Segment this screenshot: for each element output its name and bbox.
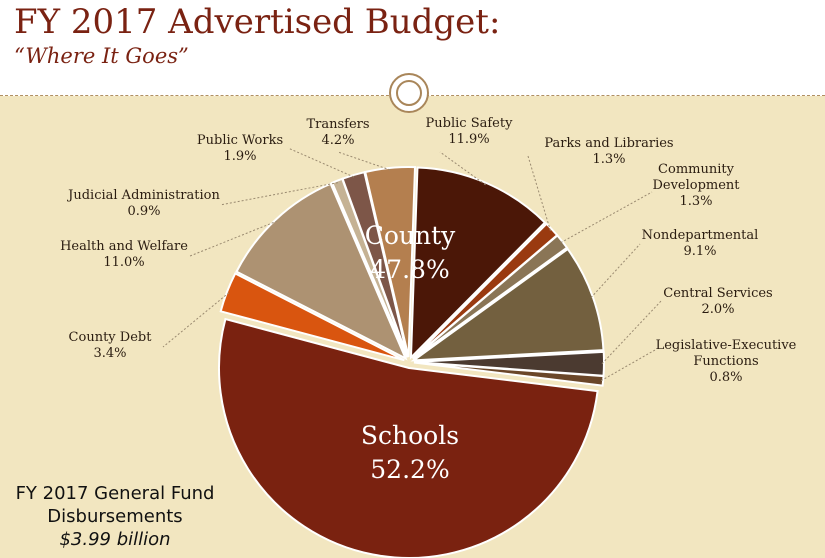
slice-label-legislative-executive-functions-0: Legislative-Executive xyxy=(656,338,797,353)
pie-slice-county-debt xyxy=(219,272,405,362)
leader-line-parks-and-libraries xyxy=(527,155,551,231)
slice-label-public-safety-0: Public Safety xyxy=(426,116,514,131)
slice-label-public-safety-1: 11.9% xyxy=(448,132,489,147)
fund-amount: $3.99 billion xyxy=(59,529,171,550)
pie-slice-health-and-welfare xyxy=(235,182,408,361)
leader-line-legislative-executive-functions xyxy=(600,349,656,382)
label-leader-lines xyxy=(162,147,663,382)
slice-label-central-services-0: Central Services xyxy=(663,286,772,301)
group-labels: Schools 52.2% County 47.8% xyxy=(361,221,459,484)
slice-label-legislative-executive-functions-2: 0.8% xyxy=(709,370,742,385)
slice-label-central-services-1: 2.0% xyxy=(701,302,734,317)
slice-label-county-debt-1: 3.4% xyxy=(93,346,126,361)
leader-line-public-safety xyxy=(439,151,486,186)
slice-label-health-and-welfare-0: Health and Welfare xyxy=(60,239,188,254)
circle-ornament-icon xyxy=(389,73,429,113)
pie-slice-public-safety xyxy=(409,166,547,360)
slice-label-parks-and-libraries-0: Parks and Libraries xyxy=(544,136,673,151)
slice-label-judicial-administration-1: 0.9% xyxy=(127,204,160,219)
slice-label-transfers-1: 4.2% xyxy=(321,133,354,148)
slice-label-county-debt-0: County Debt xyxy=(69,330,153,345)
slice-label-health-and-welfare-1: 11.0% xyxy=(103,255,144,270)
slice-label-community-development-0: Community xyxy=(658,162,735,177)
pie-slice-nondepartmental xyxy=(410,247,605,362)
group-label-county: County xyxy=(365,221,456,250)
slice-label-legislative-executive-functions-1: Functions xyxy=(693,354,758,369)
leader-line-central-services xyxy=(601,299,663,365)
fund-subtitle: Disbursements xyxy=(47,506,183,527)
slice-label-transfers-0: Transfers xyxy=(306,117,369,132)
leader-line-nondepartmental xyxy=(590,243,641,299)
slice-label-nondepartmental-0: Nondepartmental xyxy=(642,228,759,243)
slice-label-community-development-2: 1.3% xyxy=(679,194,712,209)
page-title: FY 2017 Advertised Budget: xyxy=(14,2,501,42)
slice-label-nondepartmental-1: 9.1% xyxy=(683,244,716,259)
pie-slice-schools xyxy=(218,317,599,558)
pie-slices xyxy=(218,166,605,558)
slice-label-parks-and-libraries-1: 1.3% xyxy=(592,152,625,167)
fund-summary: FY 2017 General Fund Disbursements $3.99… xyxy=(0,482,230,551)
group-percent-schools: 52.2% xyxy=(370,455,449,484)
circle-ornament-inner xyxy=(396,80,422,106)
group-label-schools: Schools xyxy=(361,421,459,450)
slice-label-public-works-0: Public Works xyxy=(197,133,283,148)
slice-label-judicial-administration-0: Judicial Administration xyxy=(66,188,220,203)
pie-slice-transfers xyxy=(364,166,417,358)
fund-title: FY 2017 General Fund xyxy=(15,483,215,504)
pie-slice-legislative-executive-functions xyxy=(413,361,605,387)
leader-line-county-debt xyxy=(162,292,230,348)
leader-line-public-works xyxy=(287,147,355,178)
slice-label-public-works-1: 1.9% xyxy=(223,149,256,164)
leader-line-community-development xyxy=(560,191,653,244)
leader-line-judicial-administration xyxy=(219,182,338,206)
page-subtitle: “Where It Goes” xyxy=(14,44,189,68)
leader-line-transfers xyxy=(337,151,391,171)
group-percent-county: 47.8% xyxy=(370,255,449,284)
slice-label-community-development-1: Development xyxy=(652,178,740,193)
